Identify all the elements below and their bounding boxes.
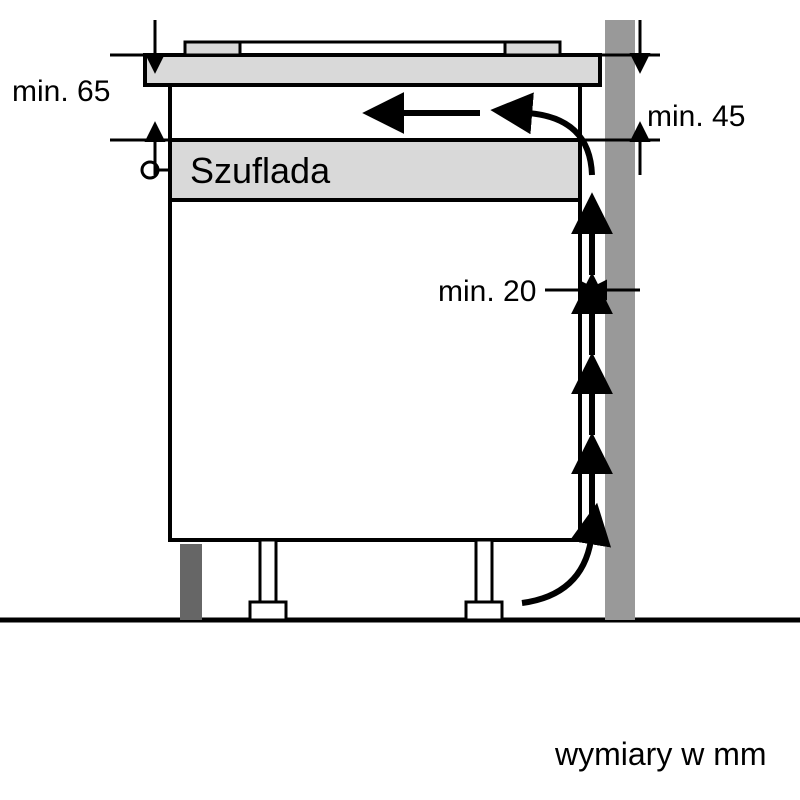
apron — [170, 85, 580, 140]
label-min20: min. 20 — [438, 275, 536, 309]
wall — [605, 20, 635, 620]
cabinet-body — [170, 200, 580, 540]
hob-left — [185, 42, 240, 55]
leg-1 — [250, 540, 286, 620]
label-min65: min. 65 — [12, 75, 110, 109]
label-units: wymiary w mm — [555, 736, 767, 773]
plinth-left — [180, 544, 202, 620]
label-drawer: Szuflada — [190, 150, 330, 192]
worktop — [145, 55, 600, 85]
leg-2 — [466, 540, 502, 620]
dim-min65 — [110, 20, 170, 175]
diagram-canvas: min. 65 min. 45 min. 20 Szuflada wymiary… — [0, 0, 800, 800]
label-min45: min. 45 — [647, 100, 745, 134]
hob-right — [505, 42, 560, 55]
